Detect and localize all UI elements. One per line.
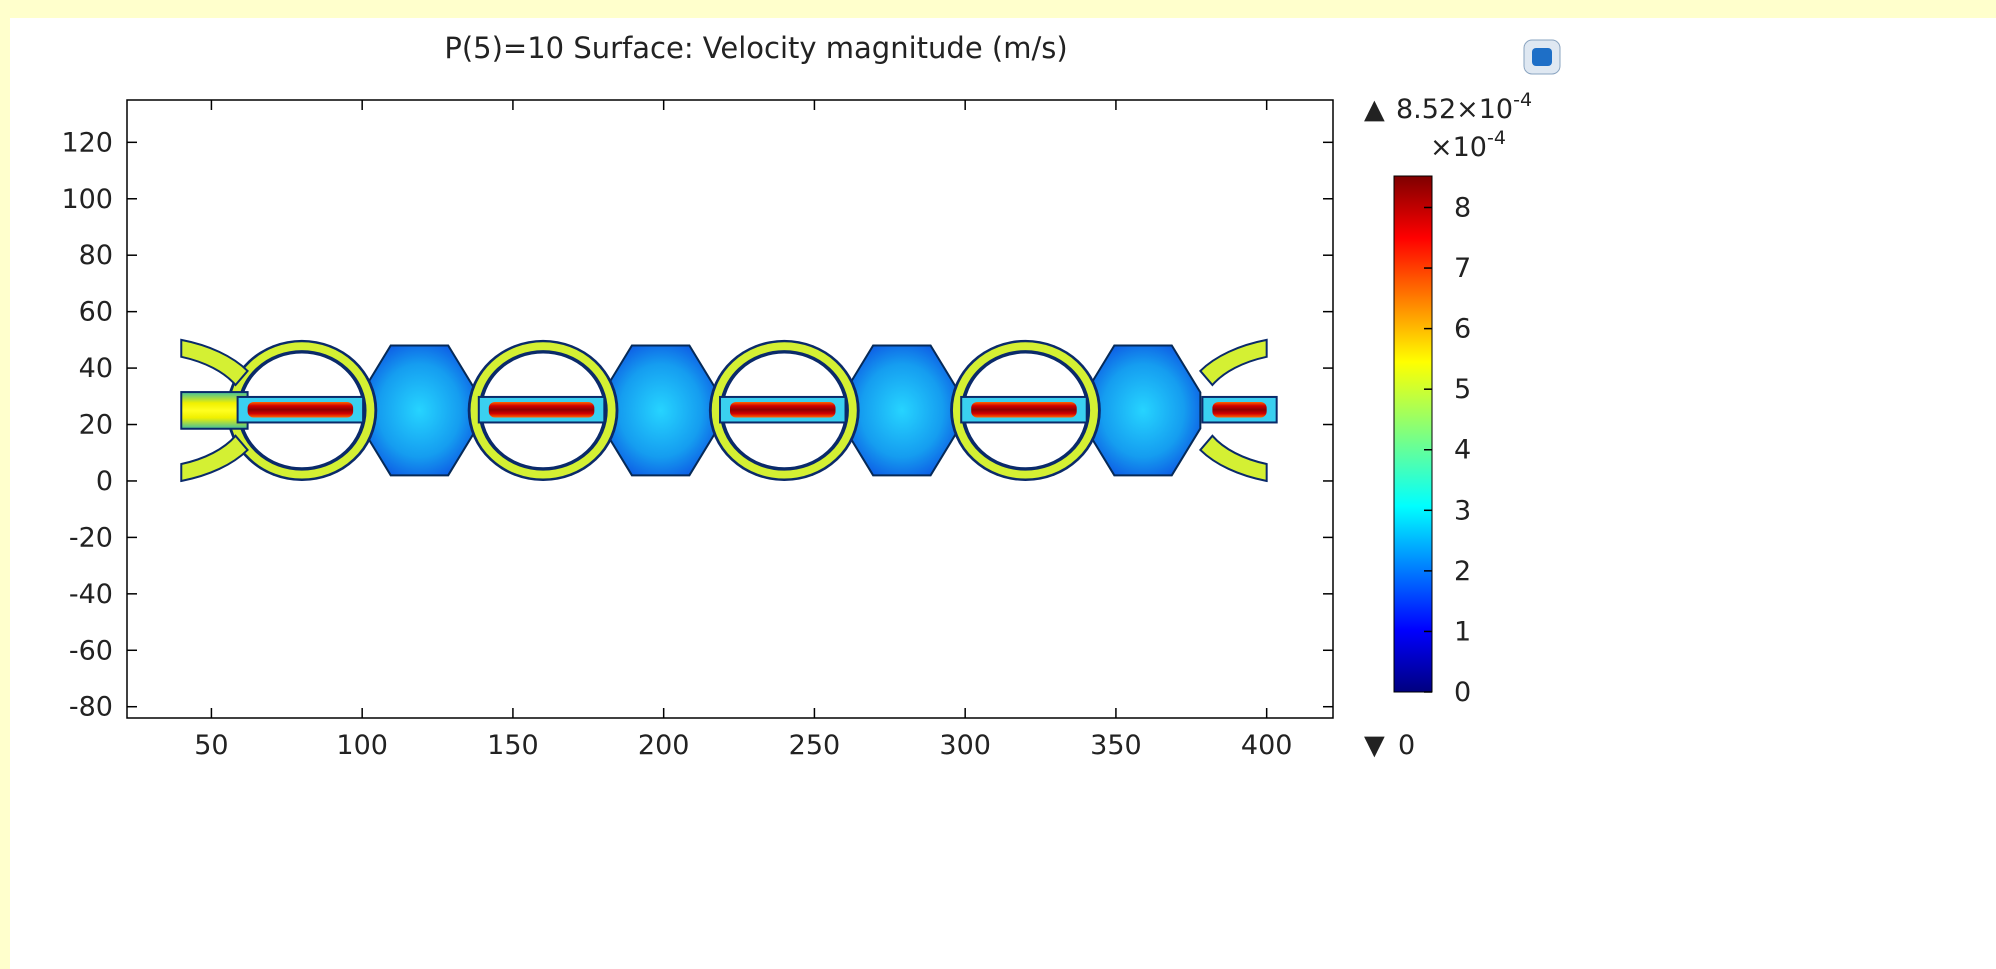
x-tick-label-400: 400: [1241, 730, 1293, 761]
left-edge-arc-bottom: [180, 434, 249, 483]
y-tick-label-40: 40: [79, 353, 113, 384]
y-tick-label--20: -20: [69, 522, 113, 553]
colorbar-tick-label-8: 8: [1454, 192, 1471, 223]
channel-4: [971, 401, 1077, 418]
colorbar-tick-label-4: 4: [1454, 435, 1471, 466]
x-tick-label-350: 350: [1090, 730, 1142, 761]
colorbar-tick-label-5: 5: [1454, 374, 1471, 405]
y-tick-label-100: 100: [61, 184, 113, 215]
colorbar-scale-label: ×10-4: [1430, 127, 1506, 163]
chamber-4: [1084, 344, 1202, 477]
chamber-1: [361, 344, 478, 477]
channel-5: [1212, 401, 1267, 418]
colorbar-tick-label-7: 7: [1454, 253, 1471, 284]
colorbar-tick-label-0: 0: [1454, 677, 1471, 708]
y-tick-label--80: -80: [69, 692, 113, 723]
ring-3: [711, 342, 857, 479]
colorbar: ▲ 8.52×10-4 ×10-4 8 7 6 5 4 3 2 1 0 ▼ 0: [1364, 89, 1532, 761]
plot-area: 50 100 150 200 250 300 350 400 120100806040200-…: [61, 99, 1334, 761]
camera-icon: [1532, 48, 1552, 66]
colorbar-tick-label-3: 3: [1454, 495, 1471, 526]
colorbar-min-label: 0: [1398, 730, 1415, 761]
chart-title: P(5)=10 Surface: Velocity magnitude (m/s…: [444, 31, 1067, 65]
colorbar-gradient: [1393, 175, 1433, 693]
x-tick-label-100: 100: [336, 730, 388, 761]
y-axis: 120 100 80 60 40 20 0 -20 -40 -60 -80: [61, 127, 1333, 723]
y-tick-label-80: 80: [79, 240, 113, 271]
ring-4: [952, 342, 1098, 479]
plot-window: P(5)=10 Surface: Velocity magnitude (m/s…: [10, 18, 1996, 969]
colorbar-max-label: 8.52×10-4: [1396, 89, 1532, 125]
y-tick-label-120: 120: [61, 127, 113, 158]
chamber-3: [843, 344, 961, 477]
x-tick-label-50: 50: [194, 730, 228, 761]
colorbar-tick-label-1: 1: [1454, 616, 1471, 647]
plot-frame: [126, 99, 1334, 719]
colorbar-ticks: 8 7 6 5 4 3 2 1 0: [1424, 192, 1471, 708]
x-tick-label-300: 300: [939, 730, 991, 761]
x-tick-label-250: 250: [789, 730, 841, 761]
chart-canvas: P(5)=10 Surface: Velocity magnitude (m/s…: [61, 31, 1561, 761]
right-edge-arc-bottom: [1198, 434, 1268, 483]
y-tick-label-0: 0: [96, 466, 113, 497]
left-edge-arc-top: [180, 338, 249, 387]
colorbar-min-arrow: ▼: [1364, 730, 1385, 761]
velocity-field: [180, 338, 1278, 483]
x-axis: 50 100 150 200 250 300 350 400: [194, 100, 1292, 761]
y-tick-label-20: 20: [79, 410, 113, 441]
y-tick-label--60: -60: [69, 635, 113, 666]
x-tick-label-150: 150: [487, 730, 539, 761]
colorbar-tick-label-6: 6: [1454, 314, 1471, 345]
colorbar-tick-label-2: 2: [1454, 556, 1471, 587]
channel-3: [730, 401, 836, 418]
y-tick-label--40: -40: [69, 579, 113, 610]
channel-2: [488, 401, 595, 418]
x-tick-label-200: 200: [638, 730, 690, 761]
colorbar-max-arrow: ▲: [1364, 94, 1385, 125]
toolbar-button[interactable]: [1523, 39, 1561, 75]
ring-2: [470, 342, 616, 479]
channel-1: [247, 401, 354, 418]
y-tick-label-60: 60: [79, 297, 113, 328]
chamber-2: [602, 344, 719, 477]
right-edge-arc-top: [1198, 338, 1268, 387]
